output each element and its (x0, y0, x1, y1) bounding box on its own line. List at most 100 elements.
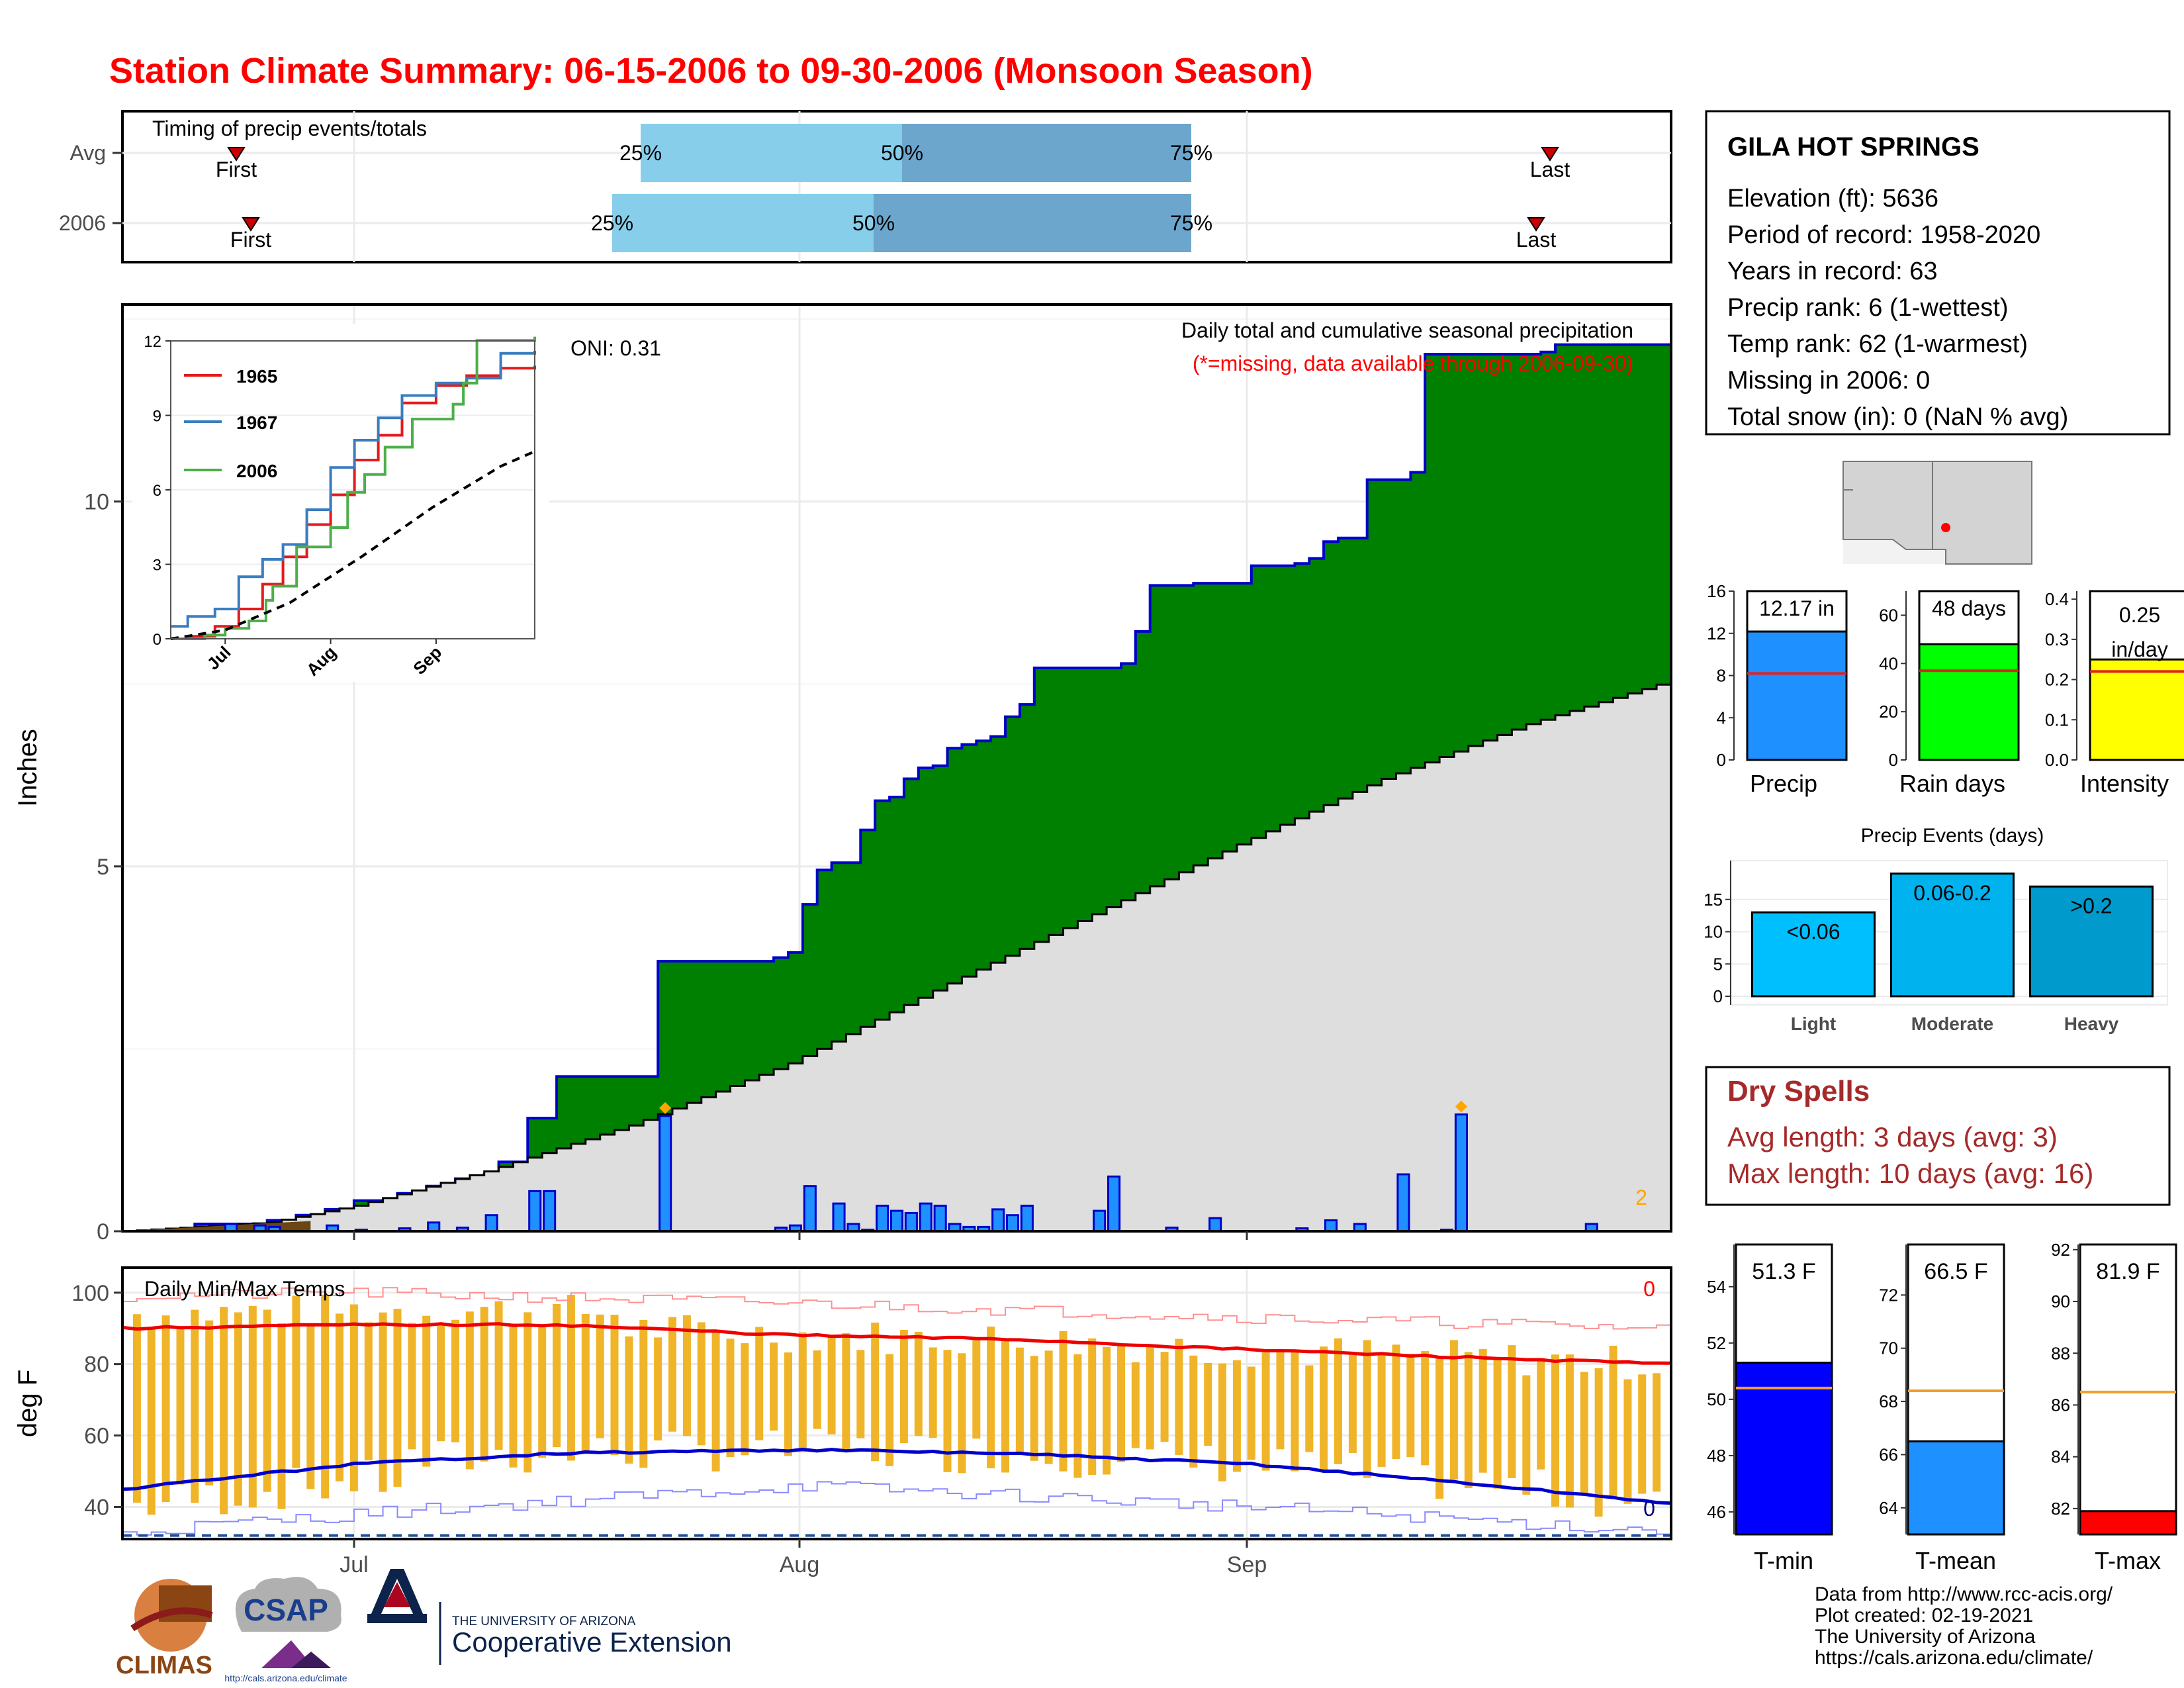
temp-ylabel: deg F (13, 1370, 42, 1437)
source-line: https://cals.arizona.edu/climate/ (1815, 1647, 2093, 1669)
daily-temp-range-bar (1175, 1338, 1183, 1455)
daily-temp-range-bar (1088, 1338, 1097, 1475)
station-name: GILA HOT SPRINGS (1727, 132, 1979, 162)
daily-temp-range-bar (1218, 1363, 1226, 1481)
station-line: Total snow (in): 0 (NaN % avg) (1727, 403, 2068, 431)
temp-summary-bar (1907, 1440, 2005, 1536)
temp-summary-ytick: 90 (2051, 1291, 2070, 1311)
daily-temp-range-bar (813, 1350, 821, 1429)
xtick-jul: Jul (340, 1552, 368, 1577)
daily-temp-range-bar (1305, 1365, 1314, 1452)
daily-temp-range-bar (465, 1311, 474, 1470)
daily-temp-range-bar (1377, 1354, 1386, 1467)
summary-bar (2089, 658, 2184, 761)
temp-label-tmean: T-mean (1915, 1547, 1996, 1574)
xtick-sep: Sep (1227, 1552, 1267, 1577)
daily-temp-range-bar (871, 1323, 880, 1462)
timing-avg-q25-q50 (641, 124, 902, 182)
daily-temp-range-bar (1044, 1350, 1053, 1464)
precip-event-bar (2029, 885, 2154, 998)
summary-label-intensity: Intensity (2080, 770, 2169, 797)
daily-temp-range-bar (1146, 1347, 1154, 1450)
daily-temp-range-bar (1291, 1350, 1299, 1472)
cumulative-precip-avg (122, 680, 1672, 1233)
last-marker-icon (1527, 217, 1545, 232)
daily-temp-range-bar (306, 1325, 315, 1489)
daily-temp-range-bar (741, 1343, 749, 1456)
summary-ytick: 16 (1707, 581, 1726, 601)
daily-temp-range-bar (596, 1314, 604, 1438)
count-label: 2 (1635, 1186, 1647, 1209)
daily-temp-range-bar (393, 1309, 402, 1487)
inset-bg (132, 324, 549, 682)
daily-temp-range-bar (408, 1323, 416, 1450)
page-title: Station Climate Summary: 06-15-2006 to 0… (109, 51, 1313, 91)
daily-temp-range-bar (1247, 1366, 1255, 1460)
station-line: Elevation (ft): 5636 (1727, 185, 1938, 212)
source-info: Data from http://www.rcc-acis.org/ Plot … (1815, 1583, 2113, 1669)
daily-temp-range-bar (958, 1353, 966, 1474)
station-line: Precip rank: 6 (1-wettest) (1727, 294, 2008, 322)
precip-ytick: 10 (84, 490, 109, 515)
summary-label-raindays: Rain days (1899, 770, 2005, 797)
daily-temp-range-bar (770, 1342, 778, 1431)
precip-event-bar (1751, 911, 1876, 998)
daily-temp-range-bar (277, 1323, 286, 1509)
daily-temp-range-bar (1609, 1346, 1617, 1497)
xtick-aug: Aug (780, 1552, 820, 1577)
temp-summary-ytick: 48 (1707, 1446, 1726, 1466)
daily-temp-range-bar (161, 1315, 170, 1502)
precip-event-bar-label: 0.06-0.2 (1913, 881, 1991, 905)
summary-ytick: 0.0 (2045, 750, 2069, 770)
dry-spells-title: Dry Spells (1727, 1075, 1870, 1107)
daily-temp-range-bar (234, 1312, 242, 1506)
timing-2006-q75: 75% (1170, 211, 1212, 235)
daily-temp-range-bar (914, 1331, 923, 1436)
ua-logo: THE UNIVERSITY OF ARIZONA Cooperative Ex… (367, 1569, 732, 1665)
timing-2006-q50: 50% (852, 211, 895, 235)
timing-2006-q50-q75 (874, 194, 1191, 252)
events-ytick: 10 (1704, 922, 1723, 942)
timing-avg-first: First (216, 158, 257, 181)
daily-temp-range-bar (437, 1325, 445, 1442)
events-ytick: 15 (1704, 890, 1723, 910)
daily-temp-range-bar (625, 1336, 633, 1464)
daily-precip-bar (832, 1202, 846, 1233)
csap-text: CSAP (244, 1593, 328, 1627)
temp-summary-ytick: 50 (1707, 1389, 1726, 1409)
summary-value: 48 days (1932, 596, 2006, 620)
daily-temp-range-bar (856, 1350, 865, 1438)
daily-temp-range-bar (1131, 1362, 1140, 1448)
csap-url: http://cals.arizona.edu/climate (224, 1673, 347, 1683)
daily-temp-range-bar (1464, 1352, 1473, 1488)
daily-temp-range-bar (176, 1328, 185, 1485)
temp-summary-ytick: 88 (2051, 1343, 2070, 1363)
precip-ytick: 5 (97, 855, 109, 880)
daily-temp-range-bar (509, 1323, 518, 1468)
source-line: Plot created: 02-19-2021 (1815, 1605, 2033, 1626)
csap-logo: CSAP http://cals.arizona.edu/climate (224, 1577, 347, 1683)
source-line: Data from http://www.rcc-acis.org/ (1815, 1583, 2113, 1605)
daily-temp-range-bar (1551, 1354, 1559, 1507)
inset-ytick: 9 (153, 408, 161, 426)
daily-temp-range-bar (567, 1295, 575, 1461)
locator-map (1843, 461, 2032, 565)
summary-ytick: 0 (1889, 750, 1898, 770)
timing-avg-q50-q75 (902, 124, 1191, 182)
precip-caption: Daily total and cumulative seasonal prec… (1181, 318, 1633, 342)
temp-summary-ytick: 46 (1707, 1502, 1726, 1522)
daily-precip-bar (890, 1209, 904, 1233)
last-marker-icon (1541, 147, 1559, 162)
daily-temp-range-bar (726, 1338, 735, 1457)
daily-temp-range-bar (205, 1320, 214, 1485)
daily-temp-range-bar (321, 1294, 330, 1499)
summary-ytick: 4 (1717, 708, 1726, 727)
temp-summary-bar (2079, 1510, 2177, 1536)
temp-summary-bars: 46 48 50 52 54 51.3 F 64 66 68 70 72 66.5 F 82 84 86 88… (1707, 1240, 2177, 1536)
temp-summary-value: 66.5 F (1924, 1259, 1987, 1284)
timing-avg-q50: 50% (881, 141, 923, 165)
temp-summary-ytick: 52 (1707, 1333, 1726, 1353)
summary-label-precip: Precip (1750, 770, 1817, 797)
daily-temp-range-bar (379, 1312, 387, 1492)
